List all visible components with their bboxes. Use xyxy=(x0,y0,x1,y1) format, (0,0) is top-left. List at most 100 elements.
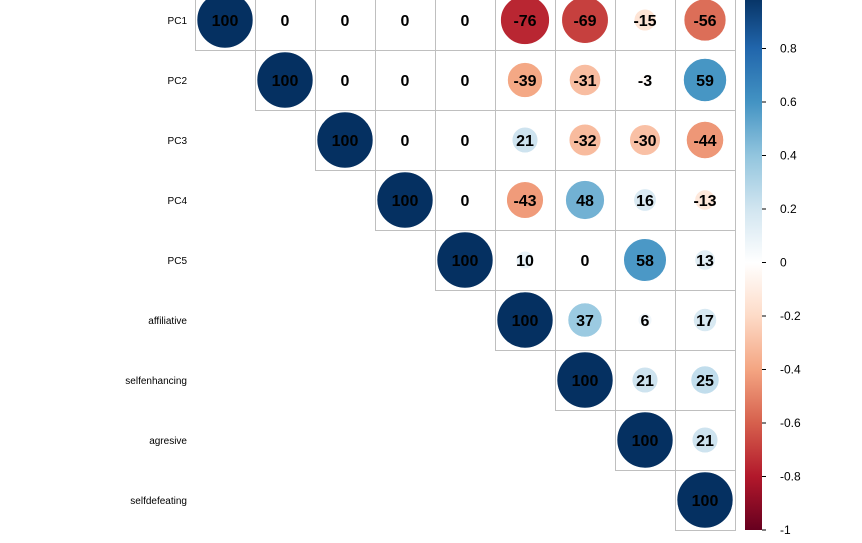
value-PC3-selfenhancing: -32 xyxy=(573,133,596,150)
circle-PC4-PC4 xyxy=(376,171,434,229)
value-PC3-agresive: -30 xyxy=(633,133,656,150)
circle-PC5-PC5 xyxy=(436,231,494,289)
row-label-PC4: PC4 xyxy=(168,196,188,207)
circle-affiliative-selfdefeating xyxy=(693,308,717,332)
legend-tick-label: 0.2 xyxy=(780,202,797,216)
row-label-PC5: PC5 xyxy=(168,256,188,267)
legend-colorbar xyxy=(745,0,762,530)
circle-PC2-selfenhancing xyxy=(569,64,601,96)
value-PC2-PC5: 0 xyxy=(461,73,470,90)
value-agresive-agresive: 100 xyxy=(632,433,659,450)
circle-selfdefeating-selfdefeating xyxy=(676,471,734,529)
value-PC5-affiliative: 10 xyxy=(516,253,534,270)
color-legend: -1 -0.8 -0.6 -0.4 -0.2 0 0.2 0.4 0.6 0.8 xyxy=(745,0,801,537)
circle-PC3-affiliative xyxy=(511,126,539,154)
legend-tick-label: -0.6 xyxy=(780,416,801,430)
circle-affiliative-agresive xyxy=(637,312,653,328)
value-PC5-PC5: 100 xyxy=(452,253,479,270)
value-PC1-PC1: 100 xyxy=(212,13,239,30)
row-label-selfdefeating: selfdefeating xyxy=(130,496,187,507)
row-label-affiliative: affiliative xyxy=(148,316,187,327)
value-PC1-PC3: 0 xyxy=(341,13,350,30)
value-PC4-PC5: 0 xyxy=(461,193,470,210)
row-label-selfenhancing: selfenhancing xyxy=(125,376,187,387)
circle-agresive-selfdefeating xyxy=(691,426,719,454)
row-labels: PC1 PC2 PC3 PC4 PC5 affiliative selfenhancing a… xyxy=(125,16,187,507)
circle-PC4-selfenhancing xyxy=(565,180,605,220)
value-PC3-PC5: 0 xyxy=(461,133,470,150)
circle-affiliative-selfenhancing xyxy=(567,302,603,338)
value-PC2-agresive: -3 xyxy=(638,73,652,90)
value-affiliative-selfenhancing: 37 xyxy=(576,313,594,330)
circle-PC1-agresive xyxy=(633,8,657,32)
circle-PC2-PC2 xyxy=(256,51,314,109)
legend-tick-label: 0.8 xyxy=(780,42,797,56)
circle-PC4-agresive xyxy=(633,188,657,212)
row-label-PC2: PC2 xyxy=(168,76,188,87)
value-PC1-selfenhancing: -69 xyxy=(573,13,596,30)
circle-PC3-selfenhancing xyxy=(568,123,602,157)
legend-tick-label: -0.8 xyxy=(780,470,801,484)
cell-selfdefeating-selfdefeating xyxy=(675,470,736,531)
legend-tick-label: -0.4 xyxy=(780,363,801,377)
value-PC2-PC3: 0 xyxy=(341,73,350,90)
value-PC5-selfenhancing: 0 xyxy=(581,253,590,270)
row-label-agresive: agresive xyxy=(149,436,187,447)
circle-PC1-affiliative xyxy=(500,0,550,45)
circle-PC2-agresive xyxy=(639,74,651,86)
value-affiliative-selfdefeating: 17 xyxy=(696,313,714,330)
value-PC1-PC4: 0 xyxy=(401,13,410,30)
legend-tick-label: 0 xyxy=(780,256,787,270)
value-PC1-affiliative: -76 xyxy=(513,13,536,30)
circle-PC1-selfdefeating xyxy=(683,0,727,42)
value-PC3-PC3: 100 xyxy=(332,133,359,150)
legend-tick-label: 0.6 xyxy=(780,95,797,109)
value-PC1-PC5: 0 xyxy=(461,13,470,30)
value-PC3-selfdefeating: -44 xyxy=(693,133,716,150)
value-PC4-selfenhancing: 48 xyxy=(576,193,594,210)
legend-tick-label: -0.2 xyxy=(780,309,801,323)
value-PC5-selfdefeating: 13 xyxy=(696,253,714,270)
matrix-circles xyxy=(196,0,734,529)
circle-PC3-agresive xyxy=(629,124,661,156)
circle-PC5-selfdefeating xyxy=(694,249,716,271)
row-label-PC3: PC3 xyxy=(168,136,188,147)
value-PC4-agresive: 16 xyxy=(636,193,654,210)
value-PC1-PC2: 0 xyxy=(281,13,290,30)
value-PC3-PC4: 0 xyxy=(401,133,410,150)
circle-PC5-affiliative xyxy=(515,250,535,270)
circle-affiliative-affiliative xyxy=(496,291,554,349)
circle-selfenhancing-selfdefeating xyxy=(690,365,720,395)
value-PC4-affiliative: -43 xyxy=(513,193,536,210)
value-PC2-selfdefeating: 59 xyxy=(696,73,714,90)
circle-selfenhancing-selfenhancing xyxy=(556,351,614,409)
value-selfenhancing-selfenhancing: 100 xyxy=(572,373,599,390)
circle-PC3-selfdefeating xyxy=(686,121,724,159)
value-PC3-affiliative: 21 xyxy=(516,133,534,150)
value-PC2-PC4: 0 xyxy=(401,73,410,90)
circle-selfenhancing-agresive xyxy=(631,366,659,394)
value-PC5-agresive: 58 xyxy=(636,253,654,270)
value-PC2-affiliative: -39 xyxy=(513,73,536,90)
value-selfdefeating-selfdefeating: 100 xyxy=(692,493,719,510)
circle-agresive-agresive xyxy=(616,411,674,469)
matrix-grid xyxy=(195,0,736,531)
value-selfenhancing-agresive: 21 xyxy=(636,373,654,390)
circle-PC4-selfdefeating xyxy=(694,189,716,211)
legend-tick-label: 0.4 xyxy=(780,149,797,163)
circle-PC2-selfdefeating xyxy=(683,58,727,102)
circle-PC1-PC1 xyxy=(196,0,254,49)
value-affiliative-affiliative: 100 xyxy=(512,313,539,330)
value-PC4-selfdefeating: -13 xyxy=(693,193,716,210)
row-label-PC1: PC1 xyxy=(168,16,188,27)
circle-PC2-affiliative xyxy=(507,62,543,98)
legend-tick-label: -1 xyxy=(780,523,791,537)
value-selfenhancing-selfdefeating: 25 xyxy=(696,373,714,390)
value-PC2-PC2: 100 xyxy=(272,73,299,90)
value-PC2-selfenhancing: -31 xyxy=(573,73,596,90)
value-affiliative-agresive: 6 xyxy=(641,313,650,330)
value-agresive-selfdefeating: 21 xyxy=(696,433,714,450)
value-PC1-selfdefeating: -56 xyxy=(693,13,716,30)
